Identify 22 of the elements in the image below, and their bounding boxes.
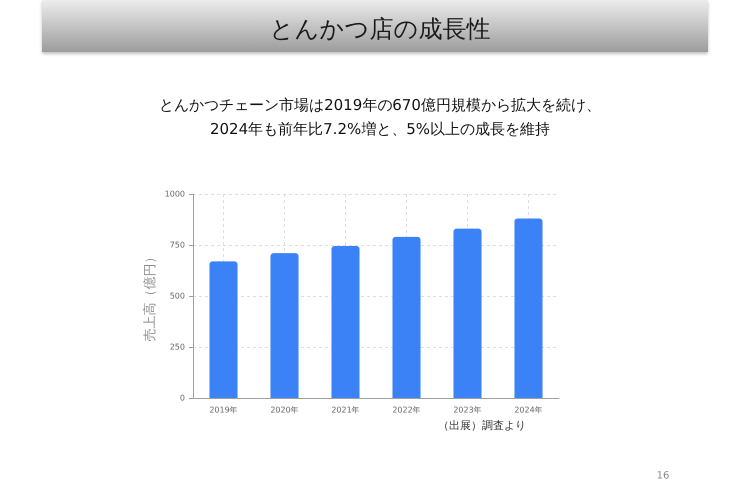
y-tick-label: 250 xyxy=(170,342,185,352)
bar xyxy=(392,236,421,398)
y-axis-title: 売上高（億円） xyxy=(142,250,158,342)
x-tick-label: 2024年 xyxy=(514,406,543,414)
text: 16 xyxy=(656,470,670,482)
bar xyxy=(270,253,299,398)
chart-title: とんかつ店の成長性 xyxy=(270,15,490,43)
x-tick-label: 2020年 xyxy=(270,406,299,414)
y-tick-label: 0 xyxy=(180,394,185,402)
bar xyxy=(514,218,543,398)
bar xyxy=(209,261,238,398)
x-tick-label: 2019年 xyxy=(209,406,238,414)
chart-subtitle: とんかつチェーン市場は2019年の670億円規模から拡大を続け、 2024年も前年比7.2%増と、5%以上の成長を維持 xyxy=(159,96,601,138)
bar xyxy=(453,228,482,398)
bar xyxy=(331,246,360,398)
x-tick-label: 2021年 xyxy=(331,406,360,414)
x-tick-label: 2023年 xyxy=(453,406,482,414)
y-tick-label: 1000 xyxy=(164,190,185,198)
text: （出展）調査より xyxy=(438,419,526,432)
y-tick-label: 750 xyxy=(170,240,185,250)
y-tick-label: 500 xyxy=(170,292,185,300)
x-tick-label: 2022年 xyxy=(392,406,421,414)
